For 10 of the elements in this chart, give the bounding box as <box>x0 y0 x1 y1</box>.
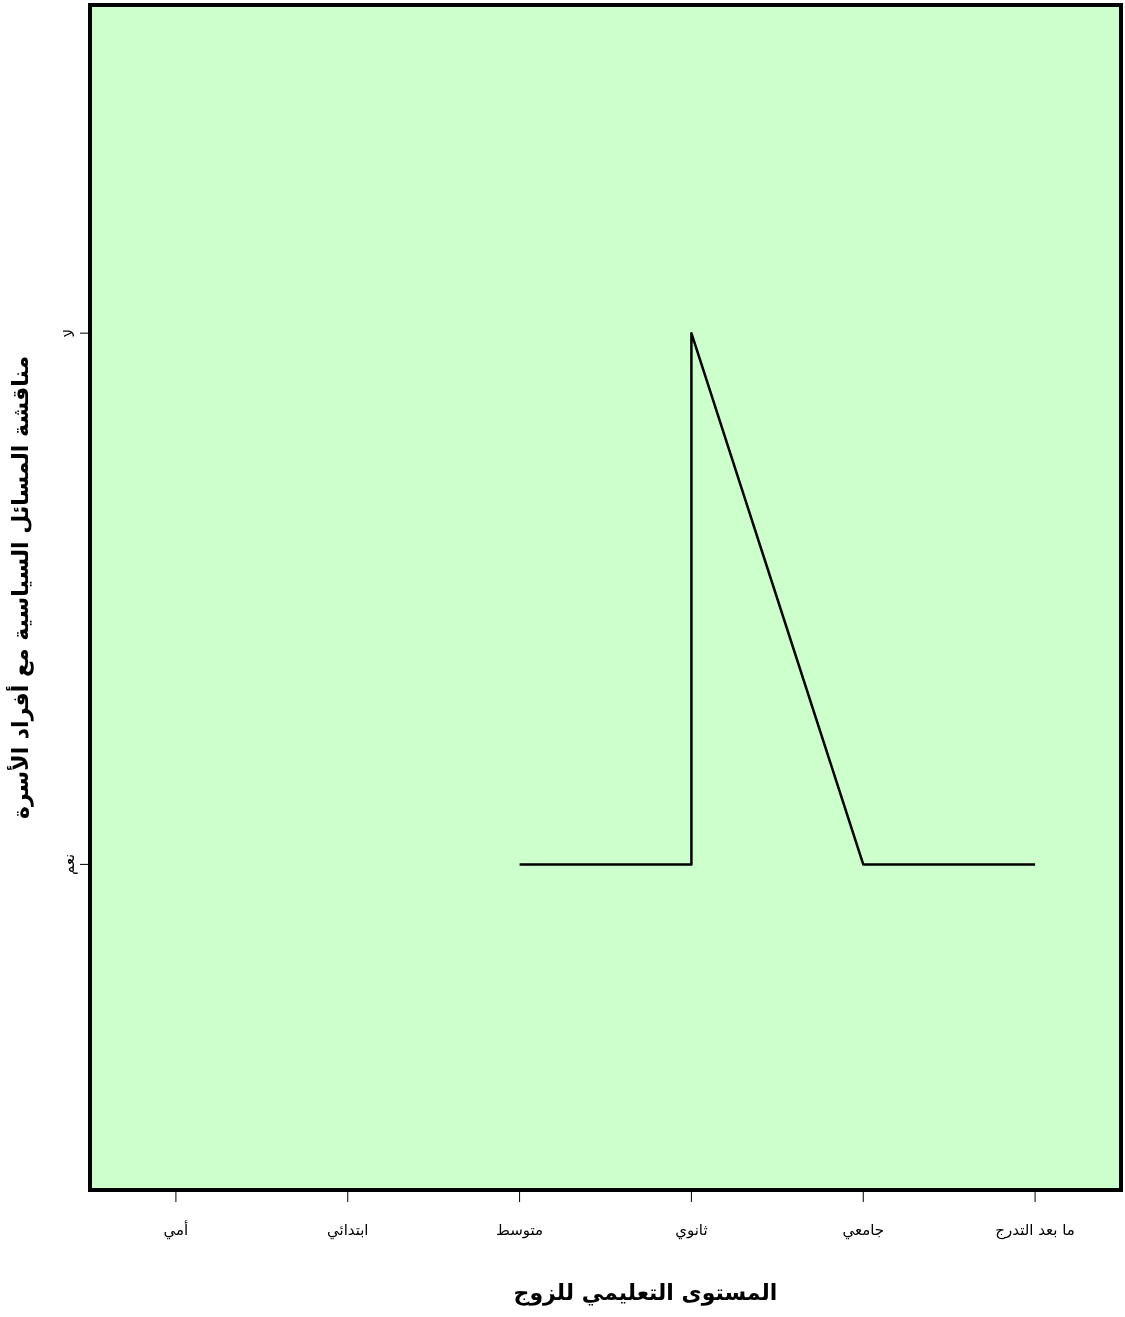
text: نعم <box>60 853 78 876</box>
x-tick-label: ما بعد التدرج <box>995 1221 1075 1240</box>
x-tick-label: ابتدائي <box>326 1221 369 1240</box>
x-axis-title: المستوى التعليمي للزوج <box>513 1280 778 1306</box>
text: لا <box>60 328 78 338</box>
y-axis-title: مناقشة المسائل السياسية مع أفراد الأسرة <box>5 355 34 820</box>
x-tick-label: ثانوي <box>675 1221 708 1240</box>
x-tick-label: متوسط <box>496 1221 544 1239</box>
x-tick-label: جامعي <box>842 1221 885 1240</box>
x-tick-label: أمي <box>163 1220 189 1240</box>
